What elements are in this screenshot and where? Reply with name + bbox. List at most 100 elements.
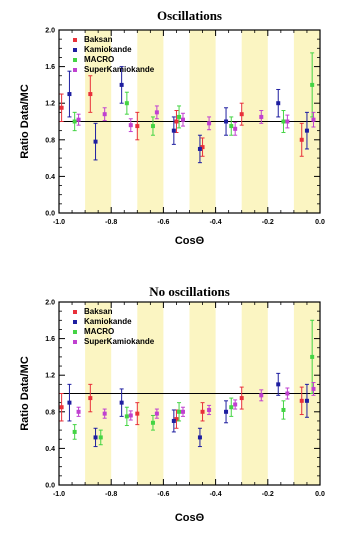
data-point <box>171 128 176 133</box>
y-tick-label: 1.6 <box>45 336 55 343</box>
x-tick-label: -1.0 <box>53 491 65 498</box>
data-point <box>239 396 244 401</box>
y-tick-label: 0.0 <box>45 483 55 490</box>
data-point <box>180 117 185 122</box>
data-point <box>224 119 229 124</box>
data-point <box>88 396 93 401</box>
data-point <box>76 409 81 414</box>
x-tick-label: -0.6 <box>157 219 169 226</box>
series-superkamiokande <box>76 105 316 136</box>
data-point <box>229 405 234 410</box>
data-point <box>276 382 281 387</box>
data-point <box>174 119 179 124</box>
data-point <box>310 354 315 359</box>
data-point <box>233 126 238 131</box>
data-point <box>311 117 316 122</box>
x-tick-label: -0.4 <box>210 219 222 226</box>
legend-label-baksan: Baksan <box>84 307 113 316</box>
x-tick-label: -0.6 <box>157 491 169 498</box>
legend-marker-baksan <box>73 310 77 314</box>
x-tick-label: -0.8 <box>105 491 117 498</box>
data-point <box>177 409 182 414</box>
data-point <box>59 105 64 110</box>
data-point <box>239 112 244 117</box>
data-point <box>124 101 129 106</box>
data-point <box>93 435 98 440</box>
no-oscillations-panel: -1.0 -0.8 -0.6 -0.4 -0.2 0.0 0.0 0.4 0.8 1.2 1.6 2.… <box>19 284 325 524</box>
legend-marker-macro <box>73 58 77 62</box>
y-tick-label: 0.4 <box>45 174 55 181</box>
y-tick-label: 2.0 <box>45 300 55 307</box>
data-point <box>98 435 103 440</box>
x-axis-label: CosΘ <box>175 512 205 524</box>
data-point <box>233 402 238 407</box>
data-point <box>229 124 234 129</box>
data-point <box>154 411 159 416</box>
series-kamiokande <box>67 372 309 448</box>
data-point <box>102 411 107 416</box>
legend-label-kamiokande: Kamiokande <box>84 45 132 54</box>
plot-frame <box>58 301 321 486</box>
data-point <box>128 413 133 418</box>
series-kamiokande <box>67 66 309 164</box>
legend-label-superkamiokande: SuperKamiokande <box>84 65 155 74</box>
data-point <box>180 409 185 414</box>
data-point <box>207 407 212 412</box>
data-point <box>88 92 93 97</box>
data-point <box>310 82 315 87</box>
data-point <box>119 400 124 405</box>
x-tick-label: -1.0 <box>53 219 65 226</box>
x-axis-label: CosΘ <box>175 235 205 247</box>
y-axis-label: Ratio Data/MC <box>19 84 31 159</box>
legend-label-baksan: Baksan <box>84 35 113 44</box>
data-point <box>207 121 212 126</box>
data-point <box>285 391 290 396</box>
data-point <box>135 411 140 416</box>
data-point <box>276 101 281 106</box>
y-tick-label: 0.8 <box>45 137 55 144</box>
data-point <box>154 110 159 115</box>
data-point <box>93 139 98 144</box>
data-point <box>150 420 155 425</box>
y-axis-label: Ratio Data/MC <box>19 356 31 431</box>
legend-marker-kamiokande <box>73 48 77 52</box>
series-baksan <box>59 75 304 157</box>
legend-marker-macro <box>73 330 77 334</box>
data-point <box>281 119 286 124</box>
data-point <box>76 117 81 122</box>
series-macro <box>72 52 315 136</box>
y-tick-label: 0.0 <box>45 211 55 218</box>
data-point <box>72 429 77 434</box>
y-tick-label: 2.0 <box>45 28 55 35</box>
data-point <box>171 418 176 423</box>
data-point <box>224 409 229 414</box>
y-tick-label: 1.6 <box>45 64 55 71</box>
data-point <box>299 398 304 403</box>
legend-label-macro: MACRO <box>84 55 114 64</box>
y-tick-label: 1.2 <box>45 101 55 108</box>
data-point <box>150 124 155 129</box>
series-baksan <box>59 383 304 429</box>
series-superkamiokande <box>76 382 316 421</box>
x-tick-label: -0.2 <box>262 219 274 226</box>
data-point <box>102 112 107 117</box>
legend-label-superkamiokande: SuperKamiokande <box>84 337 155 346</box>
data-point <box>311 386 316 391</box>
data-point <box>119 82 124 87</box>
data-point <box>304 128 309 133</box>
y-tick-label: 0.8 <box>45 409 55 416</box>
x-tick-label: -0.2 <box>262 491 274 498</box>
data-point <box>67 92 72 97</box>
plot-frame <box>58 29 321 214</box>
data-point <box>67 400 72 405</box>
x-tick-label: 0.0 <box>315 219 325 226</box>
data-point <box>304 398 309 403</box>
legend-label-macro: MACRO <box>84 327 114 336</box>
chart-title: Oscillations <box>157 8 222 23</box>
legend-marker-superkamiokande <box>73 68 77 72</box>
data-point <box>259 114 264 119</box>
